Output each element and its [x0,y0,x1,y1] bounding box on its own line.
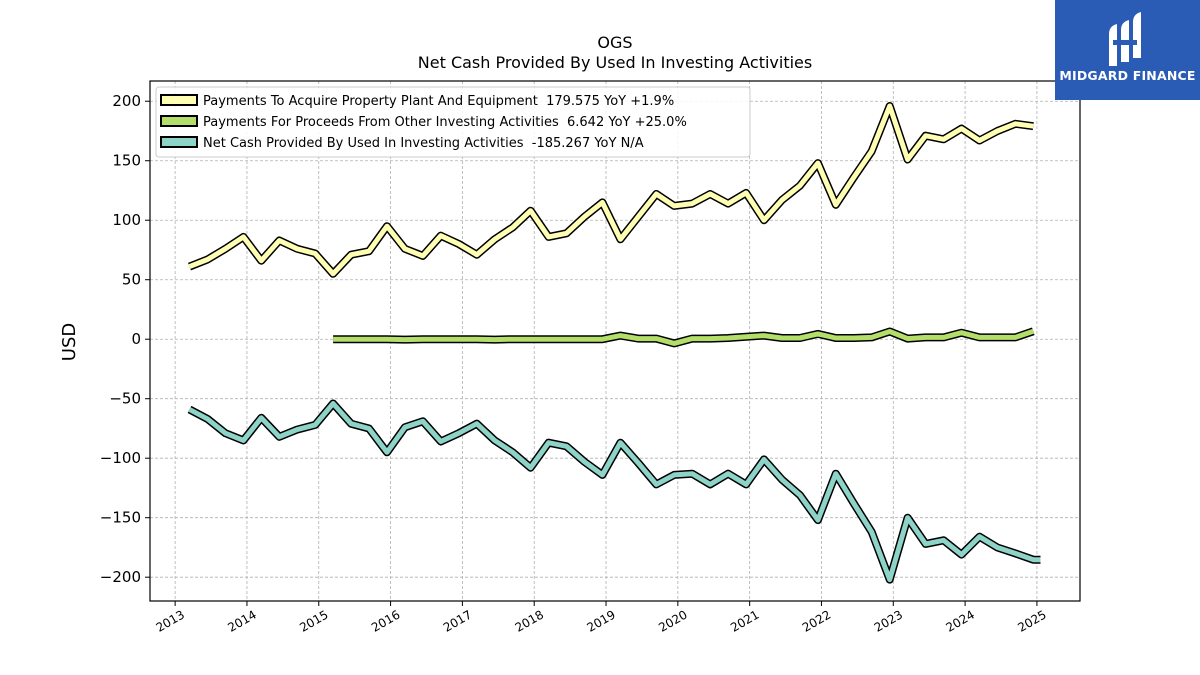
x-tick-label: 2016 [369,607,402,634]
plot-frame [149,80,1081,602]
y-tick-label: 150 [112,152,141,170]
x-tick-label: 2022 [800,607,833,634]
series-line-1 [188,102,1034,278]
y-tick-label: −200 [100,568,141,586]
legend-entry: Payments For Proceeds From Other Investi… [160,115,687,130]
legend: Payments To Acquire Property Plant And E… [155,86,751,158]
x-tick-label: 2019 [584,607,617,634]
series-line-3 [187,399,1041,584]
chart-subtitle: Net Cash Provided By Used In Investing A… [418,53,812,72]
logo-mark-icon [1109,12,1141,66]
x-tick-label: 2024 [944,607,977,634]
x-tick-label: 2017 [441,607,474,634]
legend-label: Net Cash Provided By Used In Investing A… [203,136,644,151]
legend-entry: Net Cash Provided By Used In Investing A… [160,136,644,151]
y-tick-label: −50 [109,390,141,408]
series-layer [187,102,1041,584]
y-tick-label: −100 [100,449,141,467]
x-tick-label: 2013 [154,607,187,634]
x-tick-label: 2025 [1015,607,1048,634]
x-tick-label: 2023 [872,607,905,634]
series-stroke [333,328,1035,346]
x-tick-label: 2018 [513,607,546,634]
legend-swatch [160,94,198,106]
y-tick-label: 0 [131,330,141,348]
logo-text: MIDGARD FINANCE [1059,68,1196,83]
chart-title: OGS [597,33,632,52]
series-outline [187,399,1041,584]
axes: −200 −150 −100 −50 0 50 100 150 200 2013 2014 2015 2… [100,92,1049,635]
x-tick-label: 2014 [225,607,258,634]
series-line-2 [333,327,1035,348]
y-tick-label: 50 [122,271,141,289]
legend-swatch [160,115,198,127]
legend-swatch [160,136,198,148]
x-tick-label: 2015 [297,607,330,634]
series-stroke [188,103,1034,277]
legend-box [155,86,751,158]
x-tick-label: 2021 [728,607,761,634]
legend-label: Payments To Acquire Property Plant And E… [203,94,674,109]
legend-entry: Payments To Acquire Property Plant And E… [160,94,674,109]
legend-label: Payments For Proceeds From Other Investi… [203,115,687,130]
midgard-finance-logo: MIDGARD FINANCE [1055,0,1200,100]
y-tick-label: −150 [100,509,141,527]
series-stroke [188,401,1041,583]
y-axis-label: USD [59,323,80,361]
y-tick-label: 100 [112,211,141,229]
x-tick-label: 2020 [656,607,689,634]
y-tick-label: 200 [112,92,141,110]
